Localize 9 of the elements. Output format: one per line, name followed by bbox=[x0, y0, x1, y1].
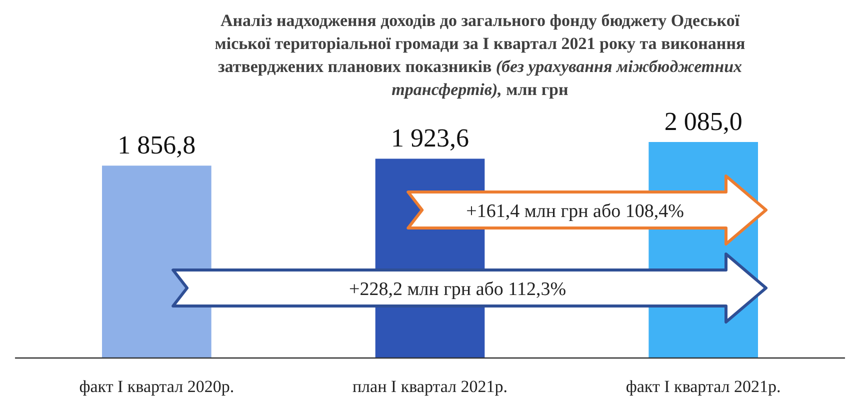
x-tick-label: факт І квартал 2020р. bbox=[79, 377, 234, 396]
annotation: +228,2 млн грн або 112,3% bbox=[348, 279, 566, 300]
data-label: 2 085,0 bbox=[664, 107, 742, 136]
data-label: 1 856,8 bbox=[118, 130, 196, 160]
x-tick-label: факт І квартал 2021р. bbox=[626, 377, 781, 396]
x-tick-label: план І квартал 2021р. bbox=[352, 377, 508, 396]
chart-title: Аналіз надходження доходів до загального фонду бюджету Одеської міської територіальної громади за І квартал 2021 року та виконання затверджених планових показників (без урахування міжбюджетних трансфертів), млн грн bbox=[214, 11, 746, 99]
annotation: +161,4 млн грн або 108,4% bbox=[466, 201, 684, 222]
data-label: 1 923,6 bbox=[391, 124, 469, 153]
